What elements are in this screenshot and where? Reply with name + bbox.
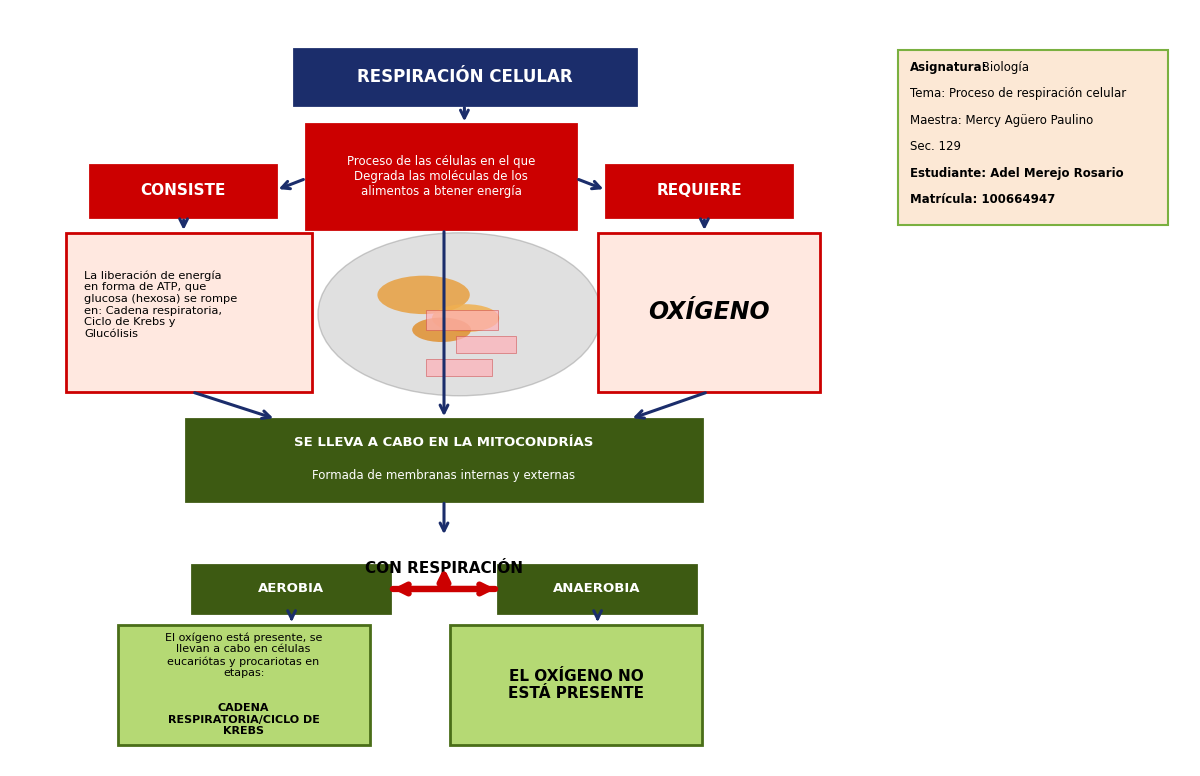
Text: SE LLEVA A CABO EN LA MITOCONDRÍAS: SE LLEVA A CABO EN LA MITOCONDRÍAS	[294, 436, 594, 449]
Text: Biología: Biología	[978, 61, 1030, 74]
FancyBboxPatch shape	[66, 233, 312, 392]
Text: Matrícula: 100664947: Matrícula: 100664947	[910, 193, 1055, 206]
Text: Asignatura:: Asignatura:	[910, 61, 988, 74]
Ellipse shape	[413, 317, 470, 342]
FancyBboxPatch shape	[598, 233, 820, 392]
FancyBboxPatch shape	[426, 359, 492, 376]
Text: OXÍGENO: OXÍGENO	[648, 300, 769, 324]
Ellipse shape	[432, 304, 499, 332]
Text: EL OXÍGENO NO
ESTÁ PRESENTE: EL OXÍGENO NO ESTÁ PRESENTE	[508, 669, 644, 701]
Text: Tema: Proceso de respiración celular: Tema: Proceso de respiración celular	[910, 88, 1126, 100]
FancyBboxPatch shape	[456, 336, 516, 353]
Text: Formada de membranas internas y externas: Formada de membranas internas y externas	[312, 469, 576, 482]
Text: CADENA
RESPIRATORIA/CICLO DE
KREBS: CADENA RESPIRATORIA/CICLO DE KREBS	[168, 703, 319, 736]
FancyBboxPatch shape	[186, 419, 702, 501]
Text: El oxígeno está presente, se
llevan a cabo en células
eucariótas y procariotas e: El oxígeno está presente, se llevan a ca…	[164, 632, 323, 678]
FancyBboxPatch shape	[450, 625, 702, 745]
FancyBboxPatch shape	[294, 49, 636, 105]
Text: RESPIRACIÓN CELULAR: RESPIRACIÓN CELULAR	[358, 68, 572, 86]
Text: Estudiante: Adel Merejo Rosario: Estudiante: Adel Merejo Rosario	[910, 167, 1123, 179]
Text: AEROBIA: AEROBIA	[258, 583, 324, 595]
Ellipse shape	[318, 233, 601, 396]
Text: Proceso de las células en el que
Degrada las moléculas de los
alimentos a btener: Proceso de las células en el que Degrada…	[347, 155, 535, 198]
FancyBboxPatch shape	[306, 124, 576, 229]
FancyBboxPatch shape	[90, 165, 276, 217]
FancyBboxPatch shape	[426, 310, 498, 330]
Text: CON RESPIRACIÓN: CON RESPIRACIÓN	[365, 560, 523, 576]
Text: ANAEROBIA: ANAEROBIA	[553, 583, 641, 595]
Text: Sec. 129: Sec. 129	[910, 140, 961, 153]
Ellipse shape	[377, 275, 470, 314]
FancyBboxPatch shape	[898, 50, 1168, 225]
FancyBboxPatch shape	[118, 625, 370, 745]
Text: La liberación de energía
en forma de ATP, que
glucosa (hexosa) se rompe
en: Cade: La liberación de energía en forma de ATP…	[84, 270, 238, 339]
FancyBboxPatch shape	[498, 565, 696, 613]
Text: CONSISTE: CONSISTE	[140, 183, 226, 199]
FancyBboxPatch shape	[192, 565, 390, 613]
Text: Maestra: Mercy Agüero Paulino: Maestra: Mercy Agüero Paulino	[910, 114, 1093, 126]
Text: REQUIERE: REQUIERE	[656, 183, 742, 199]
FancyBboxPatch shape	[606, 165, 792, 217]
